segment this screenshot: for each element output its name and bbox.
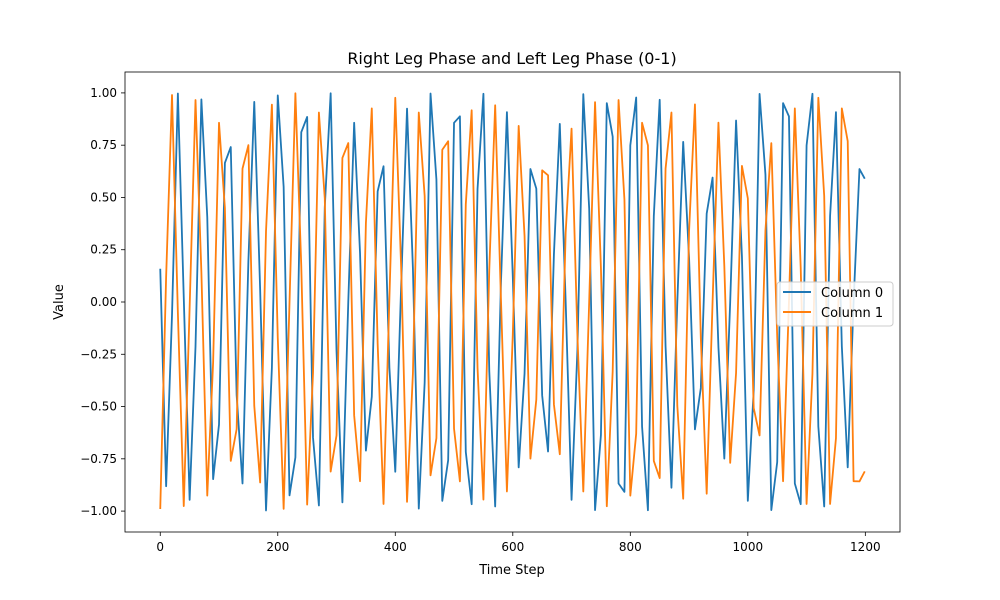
chart-title: Right Leg Phase and Left Leg Phase (0-1) xyxy=(347,49,676,68)
y-tick-label: 1.00 xyxy=(90,86,117,100)
x-axis-label: Time Step xyxy=(478,563,545,578)
x-axis: 0 200 400 600 800 1000 1200 xyxy=(156,532,881,554)
legend-label-column-0: Column 0 xyxy=(821,286,883,301)
plot-area xyxy=(124,71,901,533)
legend: Column 0 Column 1 xyxy=(776,281,894,327)
y-tick-label: 0.75 xyxy=(90,138,117,152)
y-tick-label: −0.75 xyxy=(80,452,117,466)
x-tick-label: 1000 xyxy=(733,540,764,554)
y-tick-label: −0.25 xyxy=(80,347,117,361)
x-tick-label: 200 xyxy=(266,540,289,554)
y-axis-label: Value xyxy=(52,284,67,320)
y-axis: −1.00 −0.75 −0.50 −0.25 0.00 0.25 0.50 0.75 1.00 xyxy=(80,86,125,518)
series-layer xyxy=(159,92,866,512)
x-tick-label: 600 xyxy=(501,540,524,554)
series-line-column-1 xyxy=(159,92,866,510)
y-tick-label: 0.25 xyxy=(90,243,117,257)
y-tick-label: −0.50 xyxy=(80,400,117,414)
y-tick-label: 0.00 xyxy=(90,295,117,309)
y-tick-label: 0.50 xyxy=(90,190,117,204)
x-tick-label: 800 xyxy=(619,540,642,554)
x-tick-label: 1200 xyxy=(850,540,881,554)
x-tick-label: 400 xyxy=(384,540,407,554)
y-tick-label: −1.00 xyxy=(80,504,117,518)
series-line-column-0 xyxy=(159,92,866,512)
legend-label-column-1: Column 1 xyxy=(821,306,883,321)
x-tick-label: 0 xyxy=(156,540,164,554)
